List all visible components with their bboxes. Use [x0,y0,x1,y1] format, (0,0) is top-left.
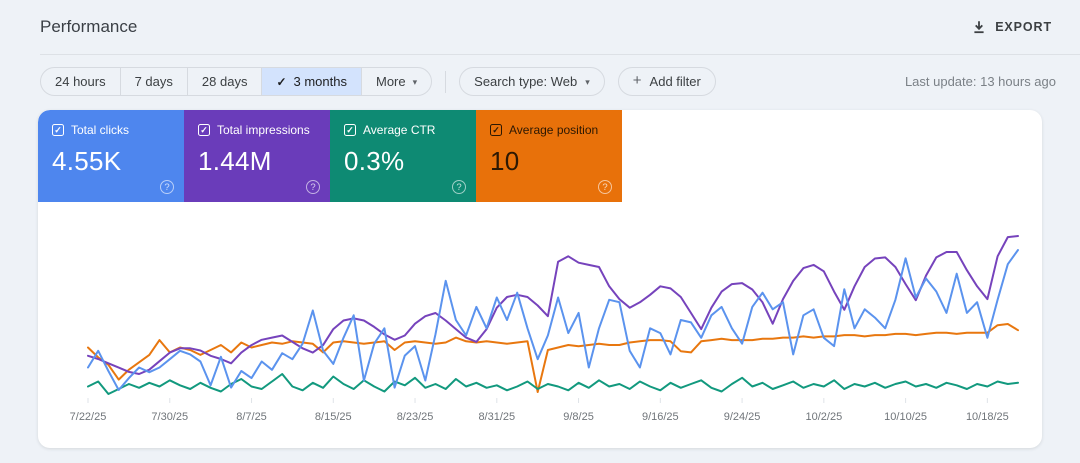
checkbox-total-impressions[interactable]: ✓ [198,124,210,136]
help-icon[interactable]: ? [598,180,612,194]
checkbox-average-position[interactable]: ✓ [490,124,502,136]
metric-label: Total clicks [71,123,130,137]
help-icon[interactable]: ? [160,180,174,194]
checkbox-average-ctr[interactable]: ✓ [344,124,356,136]
metric-tile-average-position[interactable]: ✓ Average position 10 ? [476,110,622,202]
x-axis-label: 8/7/25 [236,411,267,423]
report-card: ✓ Total clicks 4.55K ? ✓ Total impressio… [38,110,1042,448]
x-axis-label: 7/22/25 [70,411,107,423]
metric-tile-total-impressions[interactable]: ✓ Total impressions 1.44M ? [184,110,330,202]
date-range-label: 24 hours [55,74,106,89]
checkmark-icon: ✓ [276,74,287,89]
metric-tile-total-clicks[interactable]: ✓ Total clicks 4.55K ? [38,110,184,202]
x-axis-label: 9/8/25 [563,411,594,423]
metric-value: 4.55K [52,146,122,176]
add-filter-button[interactable]: + Add filter [617,67,716,96]
x-axis-label: 8/23/25 [397,411,434,423]
date-range-3-months[interactable]: ✓ 3 months [261,68,361,95]
page-title: Performance [40,17,138,36]
header-divider [40,54,1080,55]
x-axis-label: 9/16/25 [642,411,679,423]
help-icon[interactable]: ? [306,180,320,194]
metric-value: 0.3% [344,146,405,176]
date-range-more[interactable]: More ▾ [361,68,431,95]
date-range-24-hours[interactable]: 24 hours [41,68,120,95]
add-filter-label: Add filter [649,74,701,89]
series-line-ctr [87,373,1019,395]
series-line-position [87,323,1019,393]
metric-tile-average-ctr[interactable]: ✓ Average CTR 0.3% ? [330,110,476,202]
metric-value: 10 [490,146,520,176]
performance-chart[interactable]: 7/22/25 7/30/25 8/7/25 8/15/25 8/23/25 8/31/2… [38,202,1042,448]
metric-tiles: ✓ Total clicks 4.55K ? ✓ Total impressio… [38,110,1042,202]
last-update-text: Last update: 13 hours ago [904,74,1056,89]
series-line-clicks [87,249,1019,391]
date-range-7-days[interactable]: 7 days [119,68,187,95]
filter-toolbar: 24 hours 7 days 28 days ✓ 3 months More … [40,67,1056,96]
chevron-down-icon: ▾ [585,77,590,87]
plus-icon: + [632,72,642,89]
help-icon[interactable]: ? [452,180,466,194]
metric-label: Average CTR [363,123,436,137]
chevron-down-icon: ▾ [412,77,418,87]
export-label: EXPORT [995,20,1052,34]
date-range-label: 28 days [201,74,248,89]
metric-value: 1.44M [198,146,272,176]
x-axis-label: 10/2/25 [805,411,842,423]
report-header: Performance EXPORT [0,0,1080,54]
metric-label: Total impressions [217,123,310,137]
date-range-group: 24 hours 7 days 28 days ✓ 3 months More … [40,67,433,96]
x-axis-label: 9/24/25 [724,411,761,423]
x-axis-label: 8/15/25 [315,411,352,423]
metric-label: Average position [509,123,599,137]
date-range-label: 3 months [293,74,347,89]
export-button[interactable]: EXPORT [970,16,1054,38]
x-axis-label: 8/31/25 [478,411,515,423]
download-icon [974,21,984,34]
series-line-impressions [87,235,1019,375]
checkbox-total-clicks[interactable]: ✓ [52,124,64,136]
date-range-label: 7 days [134,74,173,89]
x-axis-label: 10/10/25 [884,411,927,423]
x-axis-label: 10/18/25 [966,411,1009,423]
search-type-filter[interactable]: Search type: Web ▾ [459,67,605,96]
x-axis-label: 7/30/25 [151,411,188,423]
toolbar-divider [445,70,447,93]
date-range-label: More [376,74,406,89]
search-type-label: Search type: Web [474,74,578,89]
date-range-28-days[interactable]: 28 days [186,68,262,95]
